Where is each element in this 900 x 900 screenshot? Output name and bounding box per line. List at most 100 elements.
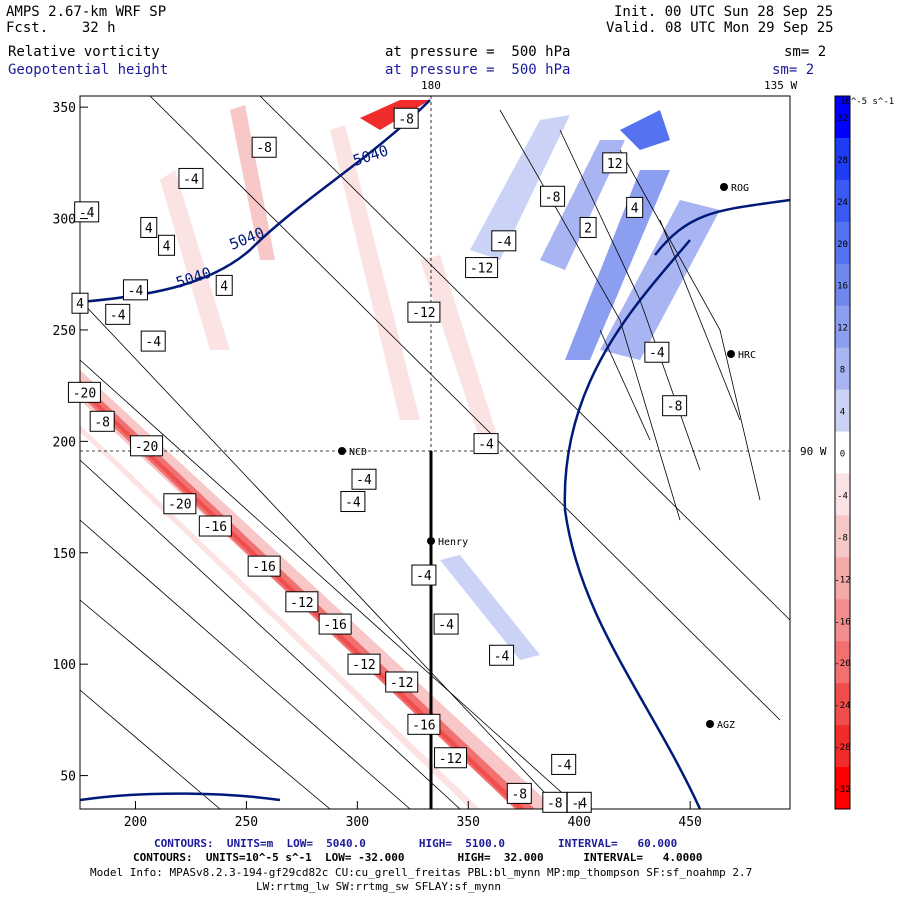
x-tick-label: 350 [457, 815, 480, 830]
vorticity-label: -8 [667, 400, 683, 415]
x-tick-label: 200 [124, 815, 147, 830]
y-tick-label: 250 [53, 324, 76, 339]
vorticity-label-box [215, 274, 233, 296]
colorbar-level-label: -16 [834, 617, 850, 627]
neg-streak-2 [230, 105, 275, 260]
vorticity-label: -16 [204, 520, 227, 535]
y-tick-label: 300 [53, 213, 76, 228]
colorbar-level-label: -8 [837, 533, 848, 543]
station-label: HRC [738, 350, 756, 361]
colorbar-swatch [835, 431, 850, 474]
colorbar-swatch [835, 389, 850, 433]
vorticity-label: -4 [79, 206, 95, 221]
vorticity-label-box [434, 747, 468, 769]
vorticity-label: -4 [145, 335, 161, 350]
vorticity-label-box [130, 435, 164, 457]
vorticity-label-box [198, 515, 232, 537]
vorticity-label-box [178, 167, 204, 189]
vorticity-label-box [71, 292, 89, 314]
vorticity-label-box [602, 152, 628, 174]
field2-level: at pressure = 500 hPa [385, 62, 571, 78]
vorticity-label-box [351, 468, 377, 490]
y-axis: 50 100 150 200 250 300 350 [53, 101, 88, 785]
vorticity-label: -4 [110, 308, 126, 323]
station-label: ROG [731, 183, 749, 194]
vorticity-label: 4 [76, 297, 84, 312]
vorticity-label: -4 [496, 235, 512, 250]
footer-height-interval: INTERVAL= 60.000 [557, 837, 678, 850]
station-marker [727, 350, 735, 358]
map-field [80, 96, 790, 809]
colorbar-level-label: -32 [834, 785, 850, 795]
colorbar-level-label: -24 [834, 701, 850, 711]
vorticity-label-box [411, 564, 437, 586]
footer-height-low: CONTOURS: UNITS=m LOW= 5040.0 [154, 837, 366, 850]
vorticity-label: 12 [607, 157, 623, 172]
neg-vorticity-band [80, 370, 555, 809]
vorticity-label: 2 [584, 221, 592, 236]
colorbar-swatch [835, 767, 850, 810]
colorbar-swatch [835, 137, 850, 181]
station-label: AGZ [717, 720, 735, 731]
colorbar-swatch [835, 96, 850, 139]
footer-contours-vorticity: CONTOURS: UNITS=10^-5 s^-1 LOW= -32.000 … [133, 851, 703, 864]
colorbar-level-label: 24 [837, 198, 848, 208]
vorticity-label: -16 [252, 560, 275, 575]
vorticity-label-box [385, 671, 419, 693]
vorticity-label-box [163, 493, 197, 515]
lon-label-180: 180 [421, 79, 441, 92]
vorticity-label: -8 [256, 141, 272, 156]
vorticity-label: -20 [135, 440, 158, 455]
vorticity-label-box [122, 279, 148, 301]
field2-smoothing: sm= 2 [772, 62, 815, 78]
field1-name: Relative vorticity [8, 44, 160, 60]
stations: NCD Henry HRC ROG AGZ [338, 183, 756, 731]
field2-name: Geopotential height [8, 62, 169, 78]
neg-streak-3 [330, 125, 420, 420]
vorticity-label: -12 [390, 676, 413, 691]
colorbar-level-label: -28 [834, 743, 850, 753]
vorticity-label: -12 [439, 752, 462, 767]
field1-level: at pressure = 500 hPa [385, 44, 571, 60]
colorbar-frame [834, 95, 851, 810]
vorticity-label-box [506, 782, 532, 804]
vorticity-label-box [626, 196, 644, 218]
vorticity-label: -12 [290, 596, 313, 611]
colorbar-swatch [835, 305, 850, 349]
vorticity-label-box [465, 257, 499, 279]
y-tick-label: 200 [53, 435, 76, 450]
vorticity-label-box [644, 341, 670, 363]
vorticity-label: 4 [220, 279, 228, 294]
lon-label-135w: 135 W [764, 79, 798, 92]
station-marker [427, 537, 435, 545]
colorbar-level-label: 20 [837, 240, 848, 250]
vorticity-label: -4 [416, 569, 432, 584]
vorticity-label-box [433, 613, 459, 635]
colorbar-swatch [835, 515, 850, 558]
y-tick-label: 150 [53, 547, 76, 562]
vorticity-label: -4 [356, 473, 372, 488]
vorticity-label-box [67, 381, 101, 403]
vorticity-label: -16 [412, 718, 435, 733]
vorticity-label-box [579, 216, 597, 238]
vorticity-label-box [407, 713, 441, 735]
vorticity-label-box [489, 644, 515, 666]
vorticity-label-box [247, 555, 281, 577]
vorticity-label-box [491, 230, 517, 252]
vorticity-label: -8 [547, 796, 563, 811]
vorticity-label-box [540, 185, 566, 207]
vorticity-label-box [318, 613, 352, 635]
x-tick-label: 450 [678, 815, 701, 830]
vorticity-label: 4 [145, 221, 153, 236]
plot-frame [79, 95, 791, 810]
vorticity-label: -12 [412, 306, 435, 321]
vorticity-label-box [662, 395, 688, 417]
station-label: NCD [349, 447, 367, 458]
vorticity-label: -12 [470, 262, 493, 277]
x-tick-label: 400 [567, 815, 590, 830]
vorticity-label: -4 [649, 346, 665, 361]
vorticity-label: -4 [494, 649, 510, 664]
vorticity-label: -4 [183, 172, 199, 187]
vorticity-label-box [140, 216, 158, 238]
colorbar-swatch [835, 641, 850, 684]
